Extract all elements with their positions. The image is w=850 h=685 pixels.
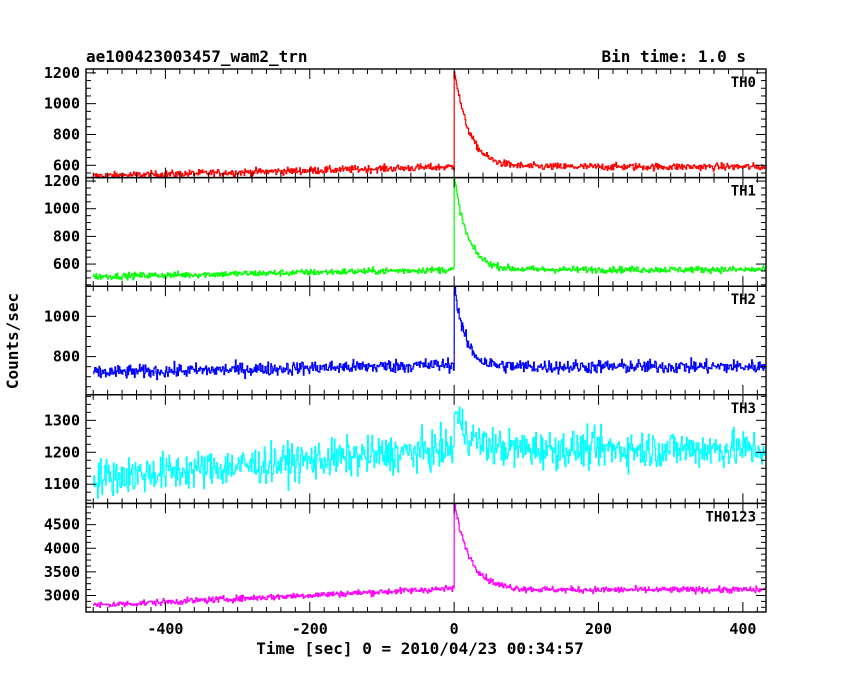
y-tick-label: 4000 [44, 539, 80, 557]
panel-label-th2: TH2 [731, 292, 756, 308]
panel-label-th0123: TH0123 [705, 509, 756, 525]
y-tick-label: 1200 [44, 172, 80, 190]
y-tick-label: 4500 [44, 516, 80, 534]
y-tick-label: 3500 [44, 563, 80, 581]
y-tick-label: 600 [53, 255, 80, 273]
y-tick-label: 600 [53, 156, 80, 174]
series-th1-line [93, 177, 766, 281]
y-tick-label: 800 [53, 125, 80, 143]
x-axis: -400 -200 0 200 400 [147, 620, 756, 638]
panel-label-th1: TH1 [731, 184, 756, 200]
panel-th0123-frame [85, 502, 767, 613]
panel-label-th0: TH0 [731, 75, 756, 91]
panel-th2-frame [85, 285, 767, 396]
y-tick-label: 3000 [44, 586, 80, 604]
series-th3-line [93, 406, 766, 499]
series-th2-line [93, 285, 766, 381]
y-tick-label: 1200 [44, 443, 80, 461]
y-tick-label: 1300 [44, 411, 80, 429]
y-tick-label: 1200 [44, 64, 80, 82]
y-axis-label: Counts/sec [3, 293, 22, 389]
x-tick-label: -400 [147, 620, 183, 638]
panels-group: 600 800 1000 1200 TH0 600 800 1000 1200 TH1 800 100… [44, 64, 767, 613]
x-axis-label: Time [sec] 0 = 2010/04/23 00:34:57 [256, 639, 584, 658]
x-tick-label: 400 [729, 620, 756, 638]
y-tick-label: 800 [53, 227, 80, 245]
panel-th0-frame [85, 68, 767, 179]
series-th0123-line [93, 502, 766, 608]
y-tick-label: 800 [53, 348, 80, 366]
series-th0-line [93, 71, 766, 179]
y-tick-label: 1000 [44, 307, 80, 325]
y-tick-label: 1100 [44, 475, 80, 493]
chart-title: ae100423003457_wam2_trn [86, 47, 308, 66]
y-tick-label: 1000 [44, 200, 80, 218]
y-tick-label: 1000 [44, 95, 80, 113]
panel-label-th3: TH3 [731, 401, 756, 417]
bin-time-label: Bin time: 1.0 s [602, 47, 747, 66]
x-tick-label: -200 [292, 620, 328, 638]
x-tick-label: 0 [450, 620, 459, 638]
x-tick-label: 200 [585, 620, 612, 638]
